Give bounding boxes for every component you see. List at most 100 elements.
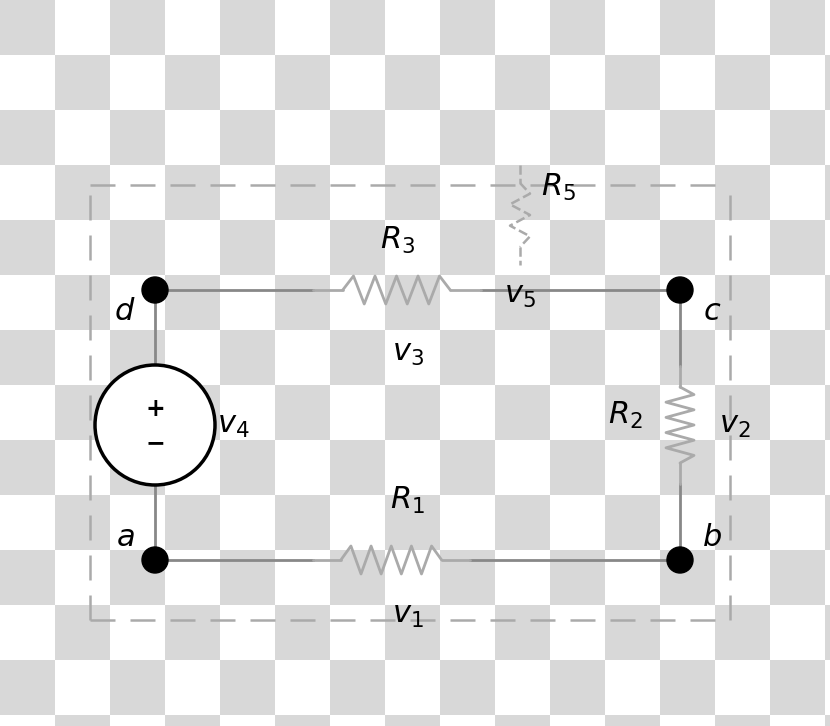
Bar — [385, 275, 440, 330]
Bar — [825, 660, 830, 715]
Bar — [110, 55, 165, 110]
Bar — [495, 330, 550, 385]
Bar — [770, 660, 825, 715]
Bar — [770, 605, 825, 660]
Bar — [495, 715, 550, 726]
Bar — [550, 165, 605, 220]
Bar — [660, 440, 715, 495]
Bar — [660, 495, 715, 550]
Text: $c$: $c$ — [703, 296, 721, 327]
Bar — [825, 330, 830, 385]
Bar — [220, 110, 275, 165]
Bar — [715, 660, 770, 715]
Bar — [55, 660, 110, 715]
Bar — [495, 165, 550, 220]
Bar — [495, 275, 550, 330]
Bar — [55, 110, 110, 165]
Bar — [495, 605, 550, 660]
Bar — [165, 550, 220, 605]
Bar — [55, 275, 110, 330]
Bar — [330, 330, 385, 385]
Bar — [220, 605, 275, 660]
Text: $R_5$: $R_5$ — [540, 171, 575, 203]
Bar — [385, 605, 440, 660]
Bar — [55, 0, 110, 55]
Bar — [0, 495, 55, 550]
Bar — [715, 275, 770, 330]
Bar — [605, 660, 660, 715]
Bar — [605, 0, 660, 55]
Bar — [275, 605, 330, 660]
Bar — [440, 440, 495, 495]
Bar — [165, 605, 220, 660]
Bar — [550, 550, 605, 605]
Bar — [825, 440, 830, 495]
Bar — [605, 495, 660, 550]
Bar — [770, 0, 825, 55]
Bar — [110, 660, 165, 715]
Bar — [385, 550, 440, 605]
Bar — [165, 165, 220, 220]
Bar — [385, 110, 440, 165]
Bar — [330, 165, 385, 220]
Bar — [605, 110, 660, 165]
Bar — [110, 605, 165, 660]
Bar — [495, 440, 550, 495]
Bar — [495, 110, 550, 165]
Bar — [550, 440, 605, 495]
Bar — [330, 440, 385, 495]
Bar — [715, 385, 770, 440]
Bar — [550, 55, 605, 110]
Bar — [715, 605, 770, 660]
Bar — [330, 110, 385, 165]
Circle shape — [95, 365, 215, 485]
Bar — [660, 165, 715, 220]
Bar — [825, 385, 830, 440]
Circle shape — [667, 547, 693, 573]
Bar — [440, 330, 495, 385]
Bar — [275, 165, 330, 220]
Bar — [660, 110, 715, 165]
Bar — [0, 605, 55, 660]
Bar — [825, 550, 830, 605]
Bar — [385, 330, 440, 385]
Bar — [825, 165, 830, 220]
Bar — [550, 660, 605, 715]
Bar — [550, 110, 605, 165]
Bar — [715, 715, 770, 726]
Bar — [440, 0, 495, 55]
Bar — [715, 55, 770, 110]
Bar — [495, 495, 550, 550]
Bar — [550, 495, 605, 550]
Text: $a$: $a$ — [115, 523, 134, 553]
Bar — [770, 220, 825, 275]
Text: $v_1$: $v_1$ — [392, 600, 423, 630]
Bar — [440, 275, 495, 330]
Bar — [660, 220, 715, 275]
Bar — [110, 550, 165, 605]
Bar — [770, 55, 825, 110]
Bar — [275, 330, 330, 385]
Bar — [440, 220, 495, 275]
Bar — [495, 385, 550, 440]
Bar — [605, 715, 660, 726]
Text: $d$: $d$ — [115, 296, 136, 327]
Bar — [495, 220, 550, 275]
Bar — [110, 330, 165, 385]
Bar — [605, 275, 660, 330]
Bar — [275, 550, 330, 605]
Bar — [330, 55, 385, 110]
Bar — [825, 220, 830, 275]
Text: $b$: $b$ — [702, 523, 722, 553]
Bar — [605, 330, 660, 385]
Text: $v_2$: $v_2$ — [720, 409, 751, 441]
Bar — [550, 330, 605, 385]
Bar — [385, 165, 440, 220]
Bar — [0, 165, 55, 220]
Bar — [385, 715, 440, 726]
Bar — [660, 550, 715, 605]
Bar — [440, 605, 495, 660]
Bar — [715, 220, 770, 275]
Bar — [55, 715, 110, 726]
Bar — [275, 660, 330, 715]
